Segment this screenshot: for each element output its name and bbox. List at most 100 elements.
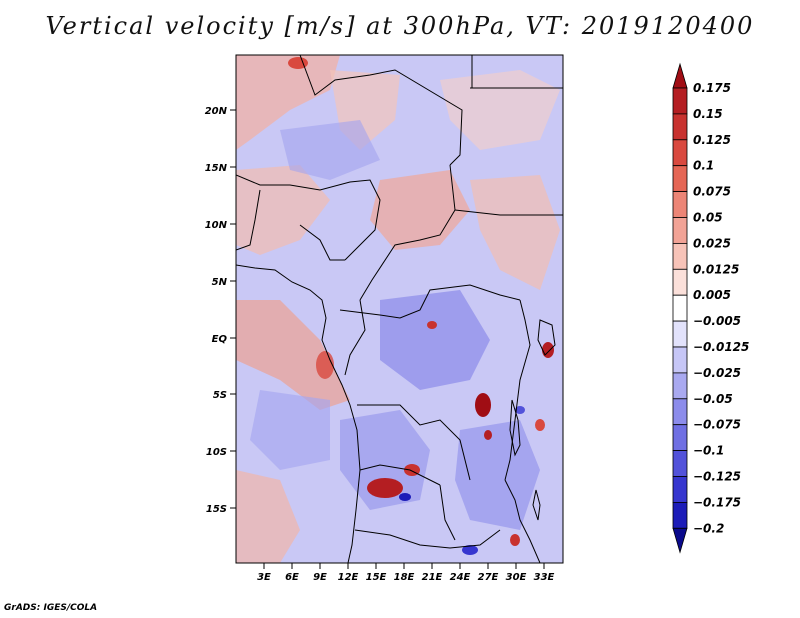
colorbar-arrow-bottom — [672, 527, 688, 554]
border-line — [359, 464, 441, 486]
border-line — [454, 209, 563, 216]
credit-text: GrADS: IGES/COLA — [4, 603, 98, 613]
colorbar-segment — [672, 165, 688, 192]
border-line — [299, 224, 345, 261]
field-patch — [440, 70, 560, 150]
colorbar-segment — [672, 398, 688, 426]
colorbar-label: −0.1 — [693, 444, 724, 458]
field-patch — [340, 410, 430, 510]
colorbar-label: −0.05 — [693, 392, 733, 406]
colorbar-label: −0.025 — [693, 366, 741, 380]
field-patch — [236, 300, 350, 410]
colorbar-label: −0.125 — [693, 470, 741, 484]
colorbar-label: 0.005 — [693, 288, 731, 302]
map-frame — [235, 54, 564, 564]
border-line — [504, 299, 531, 481]
field-patch — [280, 120, 380, 180]
lon-tick-label: 3E — [257, 572, 271, 583]
colorbar-label: 0.05 — [693, 211, 723, 225]
field-patch — [236, 55, 340, 150]
lat-tick-label: 5N — [212, 277, 228, 288]
colorbar-segment — [672, 424, 688, 452]
colorbar-label: −0.0125 — [693, 340, 749, 354]
colorbar-segment — [672, 113, 688, 141]
border-line — [354, 529, 501, 549]
convective-core — [484, 430, 492, 440]
lon-tick-label: 30E — [506, 572, 527, 583]
downdraft-core — [399, 493, 411, 501]
colorbar-segment — [672, 242, 688, 270]
lon-tick-label: 27E — [478, 572, 499, 583]
convective-core — [542, 342, 554, 358]
colorbar-segment — [672, 501, 688, 529]
colorbar-arrow-top — [672, 62, 688, 89]
lat-tick-label: 10S — [206, 447, 227, 458]
border-line — [236, 189, 261, 251]
colorbar-label: 0.125 — [693, 133, 731, 147]
lat-tick-label: 15N — [205, 163, 228, 174]
colorbar-label: 0.0125 — [693, 262, 739, 276]
colorbar-segment — [672, 268, 688, 296]
chart-title: Vertical velocity [m/s] at 300hPa, VT: 2… — [45, 12, 755, 40]
border-line — [504, 479, 541, 563]
downdraft-core — [515, 406, 525, 414]
field-patch — [236, 470, 300, 563]
colorbar: 0.175 0.15 0.125 0.1 0.075 0.05 0.025 0.0125 0.0… — [672, 62, 749, 554]
convective-core — [288, 57, 308, 69]
convective-core — [475, 393, 491, 417]
colorbar-segment — [672, 346, 688, 374]
lat-tick-label: 5S — [213, 390, 227, 401]
lon-tick-label: 6E — [285, 572, 299, 583]
border-line — [299, 55, 463, 166]
colorbar-segment — [672, 450, 688, 477]
field-patch — [250, 390, 330, 470]
map-panel — [235, 54, 564, 564]
lon-tick-label: 24E — [450, 572, 471, 583]
colorbar-label: −0.075 — [693, 418, 741, 432]
lat-tick-label: 15S — [206, 504, 227, 515]
colorbar-label: 0.075 — [693, 185, 731, 199]
lat-tick-label: 20N — [205, 106, 228, 117]
border-line — [344, 299, 366, 376]
colorbar-label: 0.175 — [693, 81, 731, 95]
colorbar-segment — [672, 320, 688, 348]
borders — [236, 55, 563, 563]
downdraft-core — [462, 545, 478, 555]
lon-tick-label: 9E — [313, 572, 327, 583]
convective-core — [535, 419, 545, 431]
colorbar-label: −0.005 — [693, 314, 741, 328]
lat-tick-label: EQ — [212, 334, 228, 345]
lat-axis: 20N 15N 10N 5N EQ 5S 10S 15S — [205, 106, 236, 515]
lat-tick-label: 10N — [205, 220, 228, 231]
field-patch — [470, 175, 560, 290]
border-line — [357, 404, 471, 481]
colorbar-segment — [672, 476, 688, 503]
convective-core — [510, 534, 520, 546]
colorbar-segment — [672, 217, 688, 244]
convective-core — [367, 478, 403, 498]
border-line — [236, 174, 381, 261]
lon-tick-label: 18E — [394, 572, 415, 583]
colorbar-segment — [672, 139, 688, 167]
coastline — [236, 264, 361, 563]
colorbar-label: 0.025 — [693, 236, 731, 250]
lon-tick-label: 15E — [366, 572, 387, 583]
colorbar-segment — [672, 294, 688, 322]
lon-tick-label: 33E — [534, 572, 555, 583]
lake-outline — [537, 319, 556, 356]
convective-core — [427, 321, 437, 329]
colorbar-label: −0.2 — [693, 521, 724, 535]
field-patch — [370, 170, 470, 250]
lake-outline — [509, 399, 521, 457]
colorbar-label: 0.1 — [693, 159, 714, 173]
colorbar-segment — [672, 372, 688, 400]
convective-core — [316, 351, 334, 379]
colorbar-label: 0.15 — [693, 107, 723, 121]
lon-tick-label: 21E — [422, 572, 443, 583]
lon-axis: 3E 6E 9E 12E 15E 18E 21E 24E 27E 30E 33E — [257, 563, 555, 583]
colorbar-segment — [672, 191, 688, 218]
border-line — [439, 484, 456, 541]
lon-tick-label: 12E — [338, 572, 359, 583]
colorbar-segment — [672, 87, 688, 115]
